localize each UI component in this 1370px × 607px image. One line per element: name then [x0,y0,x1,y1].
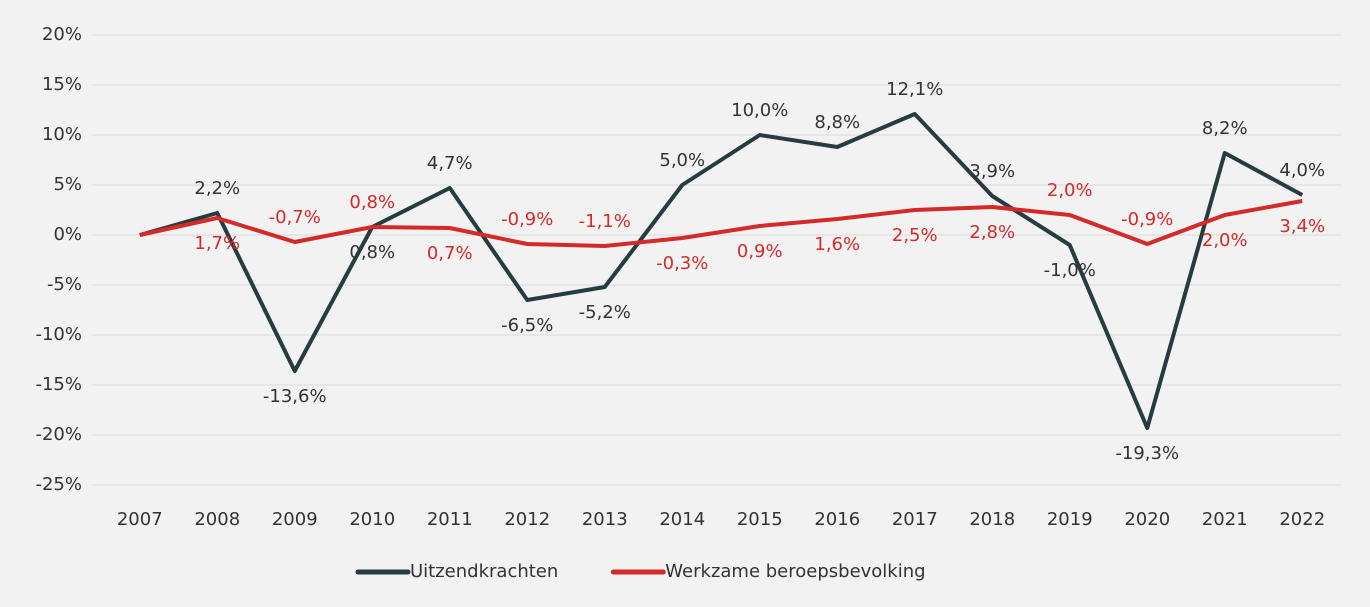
x-tick-label: 2021 [1202,509,1248,530]
data-label: -0,3% [656,253,708,274]
data-label: 0,7% [427,243,473,264]
data-label: -1,0% [1044,260,1096,281]
x-tick-label: 2020 [1124,509,1170,530]
data-label: -5,2% [579,302,631,323]
data-label: 5,0% [659,150,705,171]
series-line [139,199,1303,248]
x-tick-label: 2013 [582,509,628,530]
y-tick-label: -25% [35,474,82,495]
data-label: 2,2% [194,178,240,199]
y-tick-label: 10% [42,124,82,145]
data-label: 8,2% [1202,118,1248,139]
x-tick-label: 2015 [737,509,783,530]
y-tick-label: 15% [42,74,82,95]
x-tick-label: 2018 [969,509,1015,530]
x-tick-label: 2011 [427,509,473,530]
data-label: 0,9% [737,241,783,262]
data-label: -0,9% [501,209,553,230]
data-label: 1,7% [194,233,240,254]
data-label: -6,5% [501,315,553,336]
x-tick-label: 2016 [814,509,860,530]
x-tick-label: 2007 [117,509,163,530]
data-label: 2,5% [892,225,938,246]
data-label: -0,7% [269,207,321,228]
data-label: 3,9% [969,161,1015,182]
x-tick-label: 2012 [504,509,550,530]
data-label: -19,3% [1115,443,1179,464]
data-label: 0,8% [349,192,395,213]
y-tick-label: -5% [47,274,82,295]
data-label: -0,9% [1121,209,1173,230]
y-tick-label: 20% [42,24,82,45]
data-label: 3,4% [1279,216,1325,237]
data-label: 2,0% [1202,230,1248,251]
x-tick-label: 2008 [194,509,240,530]
y-tick-label: 0% [53,224,82,245]
data-label: 0,8% [349,242,395,263]
x-tick-label: 2009 [272,509,318,530]
data-label: 2,8% [969,222,1015,243]
legend-label: Werkzame beroepsbevolking [665,561,925,582]
data-label: -1,1% [579,211,631,232]
data-label: 8,8% [814,112,860,133]
data-label: 10,0% [731,100,788,121]
x-tick-label: 2017 [892,509,938,530]
data-label: 12,1% [886,79,943,100]
x-tick-label: 2014 [659,509,705,530]
y-tick-label: -10% [35,324,82,345]
legend-label: Uitzendkrachten [410,561,558,582]
series-line [139,112,1304,430]
y-tick-label: -15% [35,374,82,395]
x-tick-label: 2010 [349,509,395,530]
x-tick-label: 2019 [1047,509,1093,530]
data-label: 2,0% [1047,180,1093,201]
y-tick-label: 5% [53,174,82,195]
data-label: 4,7% [427,153,473,174]
data-label: 4,0% [1279,160,1325,181]
data-label: 1,6% [814,234,860,255]
x-tick-label: 2022 [1279,509,1325,530]
data-label: -13,6% [263,386,327,407]
y-tick-label: -20% [35,424,82,445]
